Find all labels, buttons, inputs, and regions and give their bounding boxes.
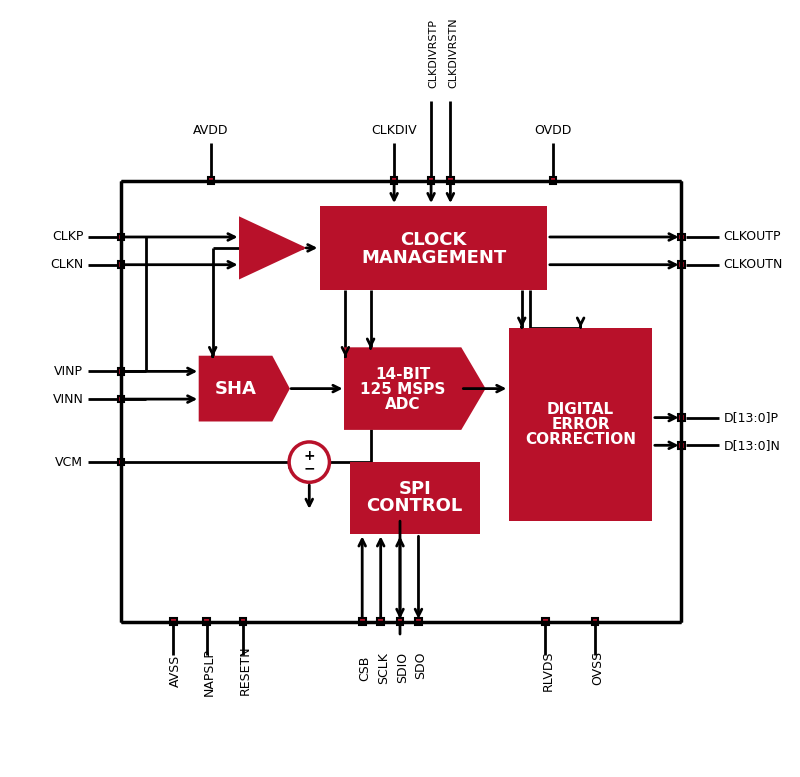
Text: 14-BIT: 14-BIT: [375, 367, 430, 382]
Text: CLKOUTN: CLKOUTN: [723, 258, 782, 271]
Bar: [118, 261, 125, 268]
Bar: [359, 618, 366, 625]
Text: RESETN: RESETN: [239, 646, 252, 695]
Polygon shape: [200, 357, 288, 420]
Text: SPI: SPI: [398, 480, 431, 498]
Text: AVDD: AVDD: [194, 124, 229, 137]
Text: CLOCK: CLOCK: [401, 231, 466, 249]
Text: CLKOUTP: CLKOUTP: [723, 231, 781, 243]
Text: SHA: SHA: [215, 380, 257, 398]
Bar: [428, 177, 434, 184]
Text: CLKDIVRSTN: CLKDIVRSTN: [448, 18, 458, 89]
Text: CORRECTION: CORRECTION: [525, 432, 636, 447]
Text: NAPSLP: NAPSLP: [203, 648, 216, 696]
Text: 125 MSPS: 125 MSPS: [360, 382, 446, 397]
Bar: [170, 618, 177, 625]
Polygon shape: [240, 218, 303, 277]
Bar: [320, 206, 547, 290]
Text: ERROR: ERROR: [551, 416, 610, 432]
Text: VINN: VINN: [53, 392, 83, 406]
Text: VCM: VCM: [55, 455, 83, 469]
Polygon shape: [346, 349, 484, 428]
Bar: [678, 414, 685, 421]
Text: OVSS: OVSS: [591, 651, 604, 685]
Text: CLKDIV: CLKDIV: [371, 124, 417, 137]
Bar: [447, 177, 454, 184]
Text: +: +: [303, 449, 315, 463]
Text: CLKP: CLKP: [52, 231, 83, 243]
Text: CSB: CSB: [358, 655, 371, 681]
Bar: [397, 618, 403, 625]
Text: DIGITAL: DIGITAL: [547, 402, 614, 416]
Circle shape: [289, 442, 330, 483]
Text: SDO: SDO: [414, 652, 427, 679]
Bar: [118, 395, 125, 402]
Text: VINP: VINP: [54, 365, 83, 378]
Text: CONTROL: CONTROL: [366, 497, 463, 515]
Bar: [239, 618, 246, 625]
Bar: [678, 234, 685, 240]
Text: MANAGEMENT: MANAGEMENT: [361, 249, 506, 267]
Bar: [550, 177, 556, 184]
Text: CLKDIVRSTP: CLKDIVRSTP: [429, 19, 438, 89]
Text: OVDD: OVDD: [534, 124, 571, 137]
Text: D[13:0]P: D[13:0]P: [723, 411, 778, 424]
Text: AVSS: AVSS: [170, 654, 182, 687]
Bar: [118, 458, 125, 465]
Text: CLKN: CLKN: [50, 258, 83, 271]
Bar: [118, 368, 125, 375]
Bar: [378, 618, 384, 625]
Bar: [542, 618, 549, 625]
Text: −: −: [303, 461, 315, 475]
Bar: [678, 261, 685, 268]
Bar: [509, 328, 652, 521]
Bar: [415, 618, 422, 625]
Text: SCLK: SCLK: [377, 652, 390, 684]
Bar: [591, 618, 598, 625]
Bar: [208, 177, 214, 184]
Bar: [350, 462, 480, 534]
Bar: [203, 618, 210, 625]
Bar: [118, 234, 125, 240]
Text: SDIO: SDIO: [396, 653, 409, 684]
Bar: [678, 442, 685, 448]
Text: D[13:0]N: D[13:0]N: [723, 439, 780, 451]
Text: ADC: ADC: [385, 397, 421, 412]
Bar: [390, 177, 398, 184]
Text: RLVDS: RLVDS: [542, 650, 554, 691]
